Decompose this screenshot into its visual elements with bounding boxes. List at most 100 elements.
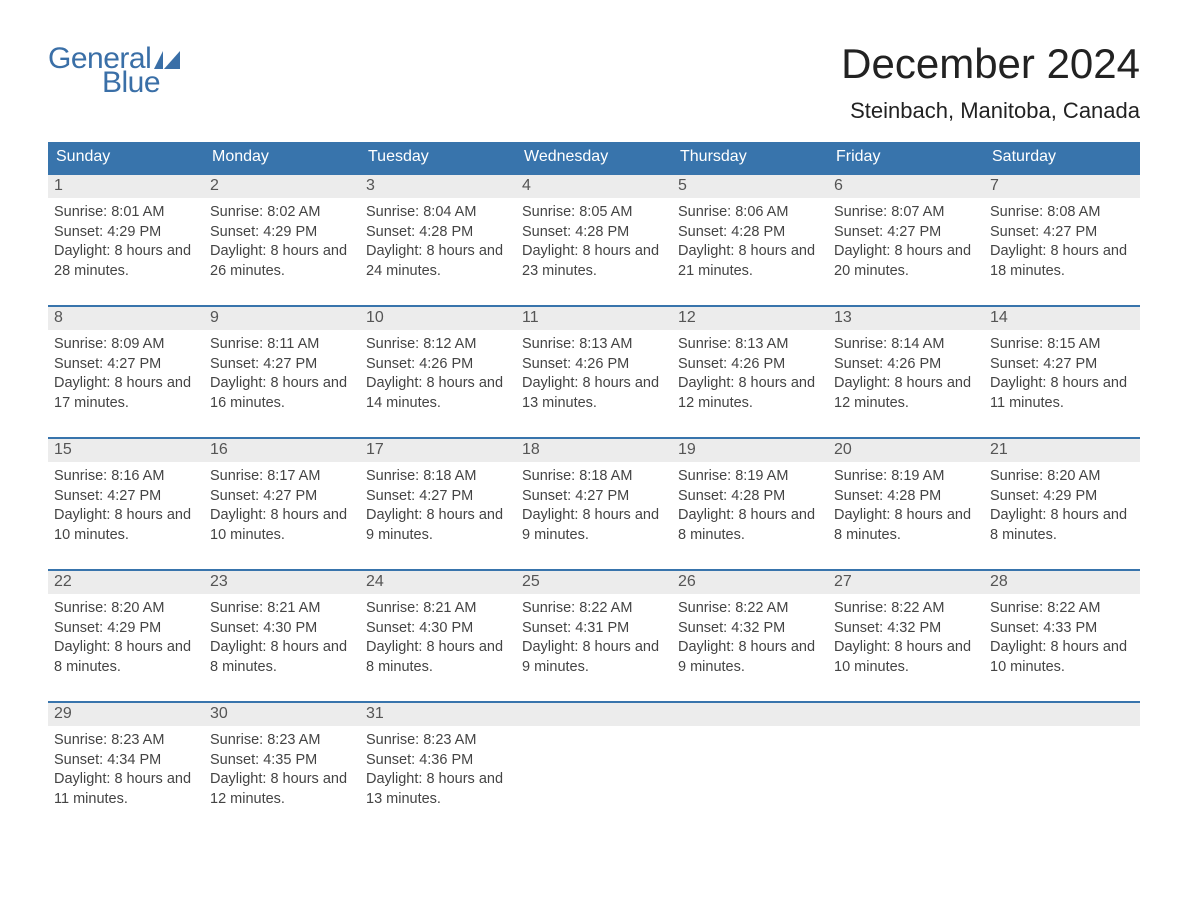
day-cell <box>984 703 1140 815</box>
day-body: Sunrise: 8:22 AMSunset: 4:32 PMDaylight:… <box>828 594 984 679</box>
sunset-line: Sunset: 4:27 PM <box>990 223 1134 243</box>
sunrise-line: Sunrise: 8:23 AM <box>210 731 354 751</box>
day-number: 9 <box>204 307 360 330</box>
title-block: December 2024 Steinbach, Manitoba, Canad… <box>841 40 1140 124</box>
day-body: Sunrise: 8:22 AMSunset: 4:33 PMDaylight:… <box>984 594 1140 679</box>
sunrise-line: Sunrise: 8:23 AM <box>366 731 510 751</box>
sunrise-line: Sunrise: 8:04 AM <box>366 203 510 223</box>
daylight-line: Daylight: 8 hours and 14 minutes. <box>366 374 510 413</box>
sunset-line: Sunset: 4:28 PM <box>834 487 978 507</box>
day-body: Sunrise: 8:09 AMSunset: 4:27 PMDaylight:… <box>48 330 204 415</box>
day-body: Sunrise: 8:02 AMSunset: 4:29 PMDaylight:… <box>204 198 360 283</box>
day-cell: 28Sunrise: 8:22 AMSunset: 4:33 PMDayligh… <box>984 571 1140 683</box>
daylight-line: Daylight: 8 hours and 10 minutes. <box>990 638 1134 677</box>
weekday-monday: Monday <box>204 142 360 173</box>
day-cell: 24Sunrise: 8:21 AMSunset: 4:30 PMDayligh… <box>360 571 516 683</box>
daylight-line: Daylight: 8 hours and 10 minutes. <box>54 506 198 545</box>
weekday-sunday: Sunday <box>48 142 204 173</box>
sunset-line: Sunset: 4:28 PM <box>678 487 822 507</box>
daylight-line: Daylight: 8 hours and 8 minutes. <box>834 506 978 545</box>
daylight-line: Daylight: 8 hours and 9 minutes. <box>678 638 822 677</box>
calendar: SundayMondayTuesdayWednesdayThursdayFrid… <box>48 142 1140 815</box>
weekday-saturday: Saturday <box>984 142 1140 173</box>
day-body: Sunrise: 8:11 AMSunset: 4:27 PMDaylight:… <box>204 330 360 415</box>
daylight-line: Daylight: 8 hours and 17 minutes. <box>54 374 198 413</box>
day-body: Sunrise: 8:21 AMSunset: 4:30 PMDaylight:… <box>204 594 360 679</box>
week-row: 29Sunrise: 8:23 AMSunset: 4:34 PMDayligh… <box>48 701 1140 815</box>
day-number: 4 <box>516 175 672 198</box>
sunset-line: Sunset: 4:26 PM <box>834 355 978 375</box>
header: General Blue December 2024 Steinbach, Ma… <box>48 40 1140 124</box>
sunrise-line: Sunrise: 8:06 AM <box>678 203 822 223</box>
day-cell: 15Sunrise: 8:16 AMSunset: 4:27 PMDayligh… <box>48 439 204 551</box>
day-body: Sunrise: 8:12 AMSunset: 4:26 PMDaylight:… <box>360 330 516 415</box>
sunset-line: Sunset: 4:28 PM <box>678 223 822 243</box>
day-cell: 4Sunrise: 8:05 AMSunset: 4:28 PMDaylight… <box>516 175 672 287</box>
sunrise-line: Sunrise: 8:12 AM <box>366 335 510 355</box>
sunset-line: Sunset: 4:31 PM <box>522 619 666 639</box>
day-number: 15 <box>48 439 204 462</box>
day-number: 21 <box>984 439 1140 462</box>
sunset-line: Sunset: 4:27 PM <box>54 355 198 375</box>
day-number: 30 <box>204 703 360 726</box>
day-body: Sunrise: 8:18 AMSunset: 4:27 PMDaylight:… <box>516 462 672 547</box>
day-body: Sunrise: 8:13 AMSunset: 4:26 PMDaylight:… <box>672 330 828 415</box>
sunrise-line: Sunrise: 8:14 AM <box>834 335 978 355</box>
sunset-line: Sunset: 4:32 PM <box>834 619 978 639</box>
day-number: 29 <box>48 703 204 726</box>
week-row: 22Sunrise: 8:20 AMSunset: 4:29 PMDayligh… <box>48 569 1140 683</box>
daylight-line: Daylight: 8 hours and 13 minutes. <box>366 770 510 809</box>
day-body: Sunrise: 8:20 AMSunset: 4:29 PMDaylight:… <box>48 594 204 679</box>
day-cell: 29Sunrise: 8:23 AMSunset: 4:34 PMDayligh… <box>48 703 204 815</box>
day-cell: 12Sunrise: 8:13 AMSunset: 4:26 PMDayligh… <box>672 307 828 419</box>
daylight-line: Daylight: 8 hours and 20 minutes. <box>834 242 978 281</box>
day-number: 17 <box>360 439 516 462</box>
daylight-line: Daylight: 8 hours and 8 minutes. <box>366 638 510 677</box>
day-cell: 2Sunrise: 8:02 AMSunset: 4:29 PMDaylight… <box>204 175 360 287</box>
sunrise-line: Sunrise: 8:15 AM <box>990 335 1134 355</box>
sunrise-line: Sunrise: 8:07 AM <box>834 203 978 223</box>
day-cell: 1Sunrise: 8:01 AMSunset: 4:29 PMDaylight… <box>48 175 204 287</box>
day-body: Sunrise: 8:18 AMSunset: 4:27 PMDaylight:… <box>360 462 516 547</box>
day-number: 1 <box>48 175 204 198</box>
day-cell: 3Sunrise: 8:04 AMSunset: 4:28 PMDaylight… <box>360 175 516 287</box>
day-number: 3 <box>360 175 516 198</box>
sunset-line: Sunset: 4:29 PM <box>990 487 1134 507</box>
sunrise-line: Sunrise: 8:01 AM <box>54 203 198 223</box>
day-number: 26 <box>672 571 828 594</box>
day-body: Sunrise: 8:08 AMSunset: 4:27 PMDaylight:… <box>984 198 1140 283</box>
day-number: 10 <box>360 307 516 330</box>
sunset-line: Sunset: 4:27 PM <box>366 487 510 507</box>
day-number: 31 <box>360 703 516 726</box>
sunrise-line: Sunrise: 8:21 AM <box>366 599 510 619</box>
sunset-line: Sunset: 4:36 PM <box>366 751 510 771</box>
day-cell: 7Sunrise: 8:08 AMSunset: 4:27 PMDaylight… <box>984 175 1140 287</box>
day-body: Sunrise: 8:04 AMSunset: 4:28 PMDaylight:… <box>360 198 516 283</box>
sunrise-line: Sunrise: 8:13 AM <box>522 335 666 355</box>
sunset-line: Sunset: 4:29 PM <box>54 223 198 243</box>
weekday-tuesday: Tuesday <box>360 142 516 173</box>
sunset-line: Sunset: 4:35 PM <box>210 751 354 771</box>
day-cell <box>516 703 672 815</box>
sunrise-line: Sunrise: 8:22 AM <box>678 599 822 619</box>
daylight-line: Daylight: 8 hours and 12 minutes. <box>210 770 354 809</box>
day-cell: 20Sunrise: 8:19 AMSunset: 4:28 PMDayligh… <box>828 439 984 551</box>
sunset-line: Sunset: 4:29 PM <box>210 223 354 243</box>
daylight-line: Daylight: 8 hours and 10 minutes. <box>210 506 354 545</box>
daylight-line: Daylight: 8 hours and 21 minutes. <box>678 242 822 281</box>
day-number: 7 <box>984 175 1140 198</box>
day-cell: 11Sunrise: 8:13 AMSunset: 4:26 PMDayligh… <box>516 307 672 419</box>
day-body: Sunrise: 8:23 AMSunset: 4:36 PMDaylight:… <box>360 726 516 811</box>
day-cell <box>672 703 828 815</box>
day-number: 25 <box>516 571 672 594</box>
day-cell: 25Sunrise: 8:22 AMSunset: 4:31 PMDayligh… <box>516 571 672 683</box>
day-number-empty <box>828 703 984 726</box>
day-cell: 23Sunrise: 8:21 AMSunset: 4:30 PMDayligh… <box>204 571 360 683</box>
sunrise-line: Sunrise: 8:16 AM <box>54 467 198 487</box>
day-body: Sunrise: 8:22 AMSunset: 4:31 PMDaylight:… <box>516 594 672 679</box>
daylight-line: Daylight: 8 hours and 12 minutes. <box>834 374 978 413</box>
daylight-line: Daylight: 8 hours and 8 minutes. <box>990 506 1134 545</box>
sunrise-line: Sunrise: 8:19 AM <box>834 467 978 487</box>
day-body: Sunrise: 8:06 AMSunset: 4:28 PMDaylight:… <box>672 198 828 283</box>
day-body: Sunrise: 8:14 AMSunset: 4:26 PMDaylight:… <box>828 330 984 415</box>
